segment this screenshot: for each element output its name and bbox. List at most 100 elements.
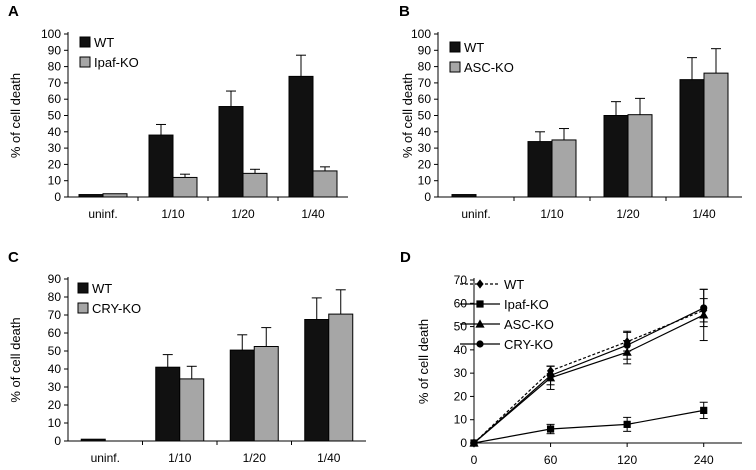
bar-wt-1: [155, 366, 181, 442]
y-tick-label: 90: [48, 272, 62, 286]
legend-swatch: [449, 41, 461, 53]
x-tick-label: 240: [694, 453, 714, 467]
y-tick-label: 30: [48, 141, 62, 155]
series-line-asc-ko: [473, 314, 704, 444]
bar-cry-ko-1: [179, 378, 205, 442]
y-tick-label: 40: [418, 125, 432, 139]
y-tick-label: 50: [48, 344, 62, 358]
y-tick-label: 90: [48, 43, 62, 57]
y-tick-label: 80: [418, 60, 432, 74]
legend-label: CRY-KO: [92, 301, 141, 316]
bar-wt-3: [304, 319, 330, 442]
point-ipaf-ko-1: [546, 425, 555, 433]
y-tick-label: 70: [454, 273, 468, 287]
legend-swatch: [79, 56, 91, 68]
point-ipaf-ko-2: [623, 420, 631, 428]
bar-asc-ko-2: [627, 114, 653, 198]
panel-label: B: [399, 3, 410, 20]
y-tick-label: 50: [454, 320, 468, 334]
x-tick-label: 1/10: [161, 207, 185, 221]
bar-wt-1: [148, 134, 174, 198]
y-tick-label: 60: [48, 92, 62, 106]
legend-label: WT: [504, 277, 524, 292]
bar-wt-3: [288, 75, 314, 198]
y-tick-label: 0: [54, 190, 61, 204]
y-tick-label: 40: [48, 125, 62, 139]
y-tick-label: 50: [418, 109, 432, 123]
panel-label: A: [8, 3, 19, 20]
panel-label: D: [400, 249, 411, 266]
y-tick-label: 10: [418, 174, 432, 188]
bar-wt-0: [78, 194, 104, 198]
y-tick-label: 10: [454, 413, 468, 427]
y-tick-label: 0: [54, 434, 61, 448]
y-axis-label: % of cell death: [8, 317, 23, 402]
legend-label: ASC-KO: [504, 317, 554, 332]
bar-wt-1: [527, 141, 553, 198]
x-tick-label: 1/40: [317, 451, 341, 465]
legend-label: CRY-KO: [504, 337, 553, 352]
y-tick-label: 70: [418, 76, 432, 90]
point-cry-ko-0: [470, 439, 478, 447]
y-axis-label: % of cell death: [416, 319, 431, 404]
legend-label: WT: [94, 35, 114, 50]
y-tick-label: 80: [48, 60, 62, 74]
bar-asc-ko-3: [703, 72, 729, 198]
y-axis-label: % of cell death: [400, 73, 415, 158]
bar-asc-ko-1: [551, 139, 577, 198]
x-tick-label: 1/20: [231, 207, 255, 221]
x-tick-label: 1/10: [540, 207, 564, 221]
x-tick-label: uninf.: [461, 207, 490, 221]
x-tick-label: uninf.: [88, 207, 117, 221]
legend-marker: [476, 300, 484, 308]
panel-D: D % of cell death 0 10 20 30 40 50 60 70 0 60 120 240…: [400, 249, 742, 467]
x-tick-label: 120: [617, 453, 637, 467]
y-tick-label: 60: [48, 326, 62, 340]
series-line-cry-ko: [473, 307, 704, 444]
bar-ipaf-ko-1: [172, 176, 198, 198]
series-line-wt: [473, 309, 704, 444]
x-tick-label: uninf.: [91, 451, 120, 465]
point-cry-ko-2: [623, 341, 631, 349]
y-tick-label: 70: [48, 76, 62, 90]
x-tick-label: 0: [471, 453, 478, 467]
legend-marker: [476, 279, 484, 289]
legend-label: ASC-KO: [464, 60, 514, 75]
y-tick-label: 0: [424, 190, 431, 204]
panel-C: C % of cell death 0 10 20 30 40 50 60 70 80 90 uninf…: [8, 249, 366, 465]
x-tick-label: 60: [544, 453, 558, 467]
legend-label: WT: [92, 281, 112, 296]
y-tick-label: 20: [48, 157, 62, 171]
legend-swatch: [79, 36, 91, 48]
y-tick-label: 30: [418, 141, 432, 155]
panel-B: B % of cell death 0 10 20 30 40 50 60 70 80 90 100 un…: [399, 3, 742, 221]
point-cry-ko-3: [700, 304, 708, 312]
bar-wt-3: [679, 79, 705, 198]
y-tick-label: 70: [48, 308, 62, 322]
x-tick-label: 1/20: [243, 451, 267, 465]
legend-label: Ipaf-KO: [504, 297, 549, 312]
panel-label: C: [8, 249, 19, 266]
y-tick-label: 40: [454, 343, 468, 357]
y-axis-label: % of cell death: [8, 73, 23, 158]
bar-wt-0: [80, 438, 106, 442]
legend-swatch: [77, 302, 89, 314]
y-tick-label: 10: [48, 174, 62, 188]
y-tick-label: 0: [460, 436, 467, 450]
legend-marker: [475, 319, 485, 328]
point-cry-ko-1: [546, 371, 555, 380]
y-tick-label: 100: [411, 27, 431, 41]
bar-wt-0: [451, 194, 477, 198]
y-tick-label: 60: [454, 296, 468, 310]
legend-swatch: [449, 61, 461, 73]
series-line-ipaf-ko: [473, 409, 704, 444]
point-ipaf-ko-3: [700, 406, 708, 414]
legend-label: WT: [464, 40, 484, 55]
y-tick-label: 20: [418, 157, 432, 171]
bar-cry-ko-2: [253, 346, 279, 442]
bar-wt-2: [603, 115, 629, 198]
y-tick-label: 30: [454, 366, 468, 380]
bar-ipaf-ko-2: [242, 172, 268, 198]
x-tick-label: 1/10: [168, 451, 192, 465]
